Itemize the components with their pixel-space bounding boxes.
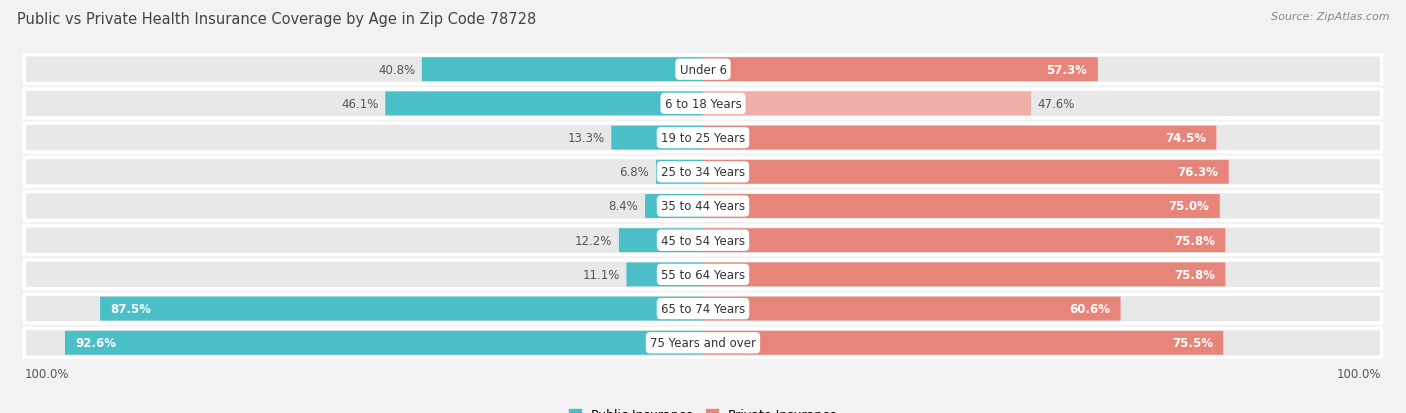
FancyBboxPatch shape: [657, 160, 703, 184]
Text: 100.0%: 100.0%: [24, 367, 69, 380]
FancyBboxPatch shape: [24, 294, 1382, 323]
Text: 75 Years and over: 75 Years and over: [650, 337, 756, 349]
Text: 60.6%: 60.6%: [1069, 302, 1111, 316]
FancyBboxPatch shape: [24, 124, 1382, 152]
FancyBboxPatch shape: [24, 192, 1382, 221]
FancyBboxPatch shape: [627, 263, 703, 287]
FancyBboxPatch shape: [385, 92, 703, 116]
Legend: Public Insurance, Private Insurance: Public Insurance, Private Insurance: [564, 404, 842, 413]
Text: 46.1%: 46.1%: [342, 97, 378, 111]
FancyBboxPatch shape: [24, 90, 1382, 119]
FancyBboxPatch shape: [24, 329, 1382, 357]
Text: Source: ZipAtlas.com: Source: ZipAtlas.com: [1271, 12, 1389, 22]
Text: 74.5%: 74.5%: [1166, 132, 1206, 145]
Text: 6 to 18 Years: 6 to 18 Years: [665, 97, 741, 111]
Text: 57.3%: 57.3%: [1046, 64, 1087, 76]
Text: 100.0%: 100.0%: [1337, 367, 1382, 380]
Text: 6.8%: 6.8%: [620, 166, 650, 179]
Text: 25 to 34 Years: 25 to 34 Years: [661, 166, 745, 179]
Text: 12.2%: 12.2%: [575, 234, 612, 247]
FancyBboxPatch shape: [24, 158, 1382, 187]
Text: 35 to 44 Years: 35 to 44 Years: [661, 200, 745, 213]
FancyBboxPatch shape: [612, 126, 703, 150]
Text: 55 to 64 Years: 55 to 64 Years: [661, 268, 745, 281]
Text: Public vs Private Health Insurance Coverage by Age in Zip Code 78728: Public vs Private Health Insurance Cover…: [17, 12, 536, 27]
Text: 8.4%: 8.4%: [609, 200, 638, 213]
Text: 19 to 25 Years: 19 to 25 Years: [661, 132, 745, 145]
FancyBboxPatch shape: [422, 58, 703, 82]
Text: Under 6: Under 6: [679, 64, 727, 76]
FancyBboxPatch shape: [703, 331, 1223, 355]
FancyBboxPatch shape: [703, 126, 1216, 150]
FancyBboxPatch shape: [24, 261, 1382, 289]
FancyBboxPatch shape: [703, 92, 1031, 116]
FancyBboxPatch shape: [24, 56, 1382, 84]
Text: 65 to 74 Years: 65 to 74 Years: [661, 302, 745, 316]
Text: 75.5%: 75.5%: [1171, 337, 1213, 349]
Text: 11.1%: 11.1%: [582, 268, 620, 281]
FancyBboxPatch shape: [703, 58, 1098, 82]
FancyBboxPatch shape: [703, 195, 1220, 218]
FancyBboxPatch shape: [703, 229, 1225, 253]
Text: 40.8%: 40.8%: [378, 64, 415, 76]
Text: 87.5%: 87.5%: [111, 302, 152, 316]
FancyBboxPatch shape: [65, 331, 703, 355]
Text: 75.8%: 75.8%: [1174, 268, 1215, 281]
FancyBboxPatch shape: [100, 297, 703, 321]
FancyBboxPatch shape: [703, 160, 1229, 184]
FancyBboxPatch shape: [703, 263, 1225, 287]
FancyBboxPatch shape: [703, 297, 1121, 321]
Text: 13.3%: 13.3%: [568, 132, 605, 145]
Text: 47.6%: 47.6%: [1038, 97, 1076, 111]
Text: 76.3%: 76.3%: [1177, 166, 1219, 179]
FancyBboxPatch shape: [619, 229, 703, 253]
Text: 92.6%: 92.6%: [76, 337, 117, 349]
FancyBboxPatch shape: [645, 195, 703, 218]
Text: 75.8%: 75.8%: [1174, 234, 1215, 247]
Text: 45 to 54 Years: 45 to 54 Years: [661, 234, 745, 247]
Text: 75.0%: 75.0%: [1168, 200, 1209, 213]
FancyBboxPatch shape: [24, 226, 1382, 255]
